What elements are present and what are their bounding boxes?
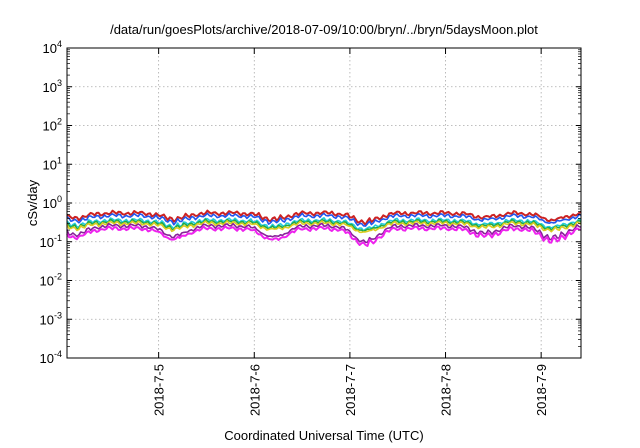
y-tick-label: 10-4	[40, 349, 62, 366]
y-tick-label: 10-2	[40, 272, 62, 289]
y-tick-label: 100	[43, 194, 62, 211]
y-tick-exponent: -1	[54, 233, 62, 243]
y-axis-label: cSv/day	[25, 179, 40, 226]
series-line	[66, 222, 582, 244]
y-tick-exponent: -4	[54, 349, 62, 359]
y-tick-label: 104	[43, 39, 62, 56]
y-tick-exponent: 4	[57, 39, 62, 49]
series-line	[66, 209, 582, 226]
x-tick-label: 2018-7-5	[152, 364, 167, 416]
y-tick-exponent: -2	[54, 272, 62, 282]
y-tick-label: 103	[43, 78, 62, 95]
y-tick-base: 10	[40, 351, 54, 366]
grid-layer	[67, 48, 581, 358]
x-axis-label: Coordinated Universal Time (UTC)	[224, 428, 423, 443]
y-tick-label: 101	[43, 155, 62, 172]
series-line	[66, 225, 582, 247]
y-tick-label: 10-3	[40, 310, 62, 327]
x-tick-label: 2018-7-9	[534, 364, 549, 416]
y-tick-label: 10-1	[40, 233, 62, 250]
y-tick-exponent: 1	[57, 155, 62, 165]
x-tick-label: 2018-7-7	[343, 364, 358, 416]
y-tick-base: 10	[43, 196, 57, 211]
y-tick-base: 10	[43, 80, 57, 95]
series-line	[66, 220, 582, 234]
series-layer	[66, 209, 582, 247]
y-tick-base: 10	[43, 119, 57, 134]
y-tick-base: 10	[43, 157, 57, 172]
y-tick-exponent: 2	[57, 117, 62, 127]
y-tick-label: 102	[43, 117, 62, 134]
y-tick-exponent: -3	[54, 310, 62, 320]
y-tick-exponent: 0	[57, 194, 62, 204]
y-tick-base: 10	[40, 274, 54, 289]
x-tick-label: 2018-7-8	[439, 364, 454, 416]
y-tick-base: 10	[40, 312, 54, 327]
y-tick-exponent: 3	[57, 78, 62, 88]
x-tick-label: 2018-7-6	[247, 364, 262, 416]
y-tick-base: 10	[40, 235, 54, 250]
chart-title: /data/run/goesPlots/archive/2018-07-09/1…	[110, 22, 538, 37]
series-line	[66, 212, 582, 227]
y-tick-base: 10	[43, 41, 57, 56]
